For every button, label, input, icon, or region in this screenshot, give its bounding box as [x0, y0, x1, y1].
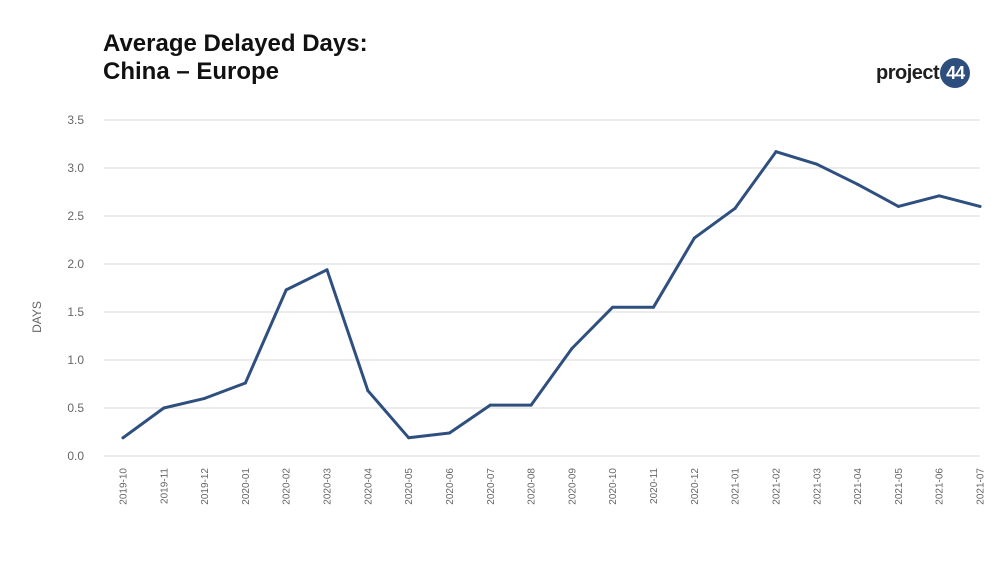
data-point	[611, 305, 615, 309]
x-tick-label: 2020-05	[404, 468, 415, 505]
x-tick-label: 2021-04	[853, 468, 864, 505]
gridlines	[104, 119, 980, 457]
x-tick-label: 2020-12	[690, 468, 701, 505]
data-point	[447, 431, 451, 435]
x-tick-label: 2020-08	[527, 468, 538, 505]
y-axis-title: DAYS	[30, 301, 44, 333]
y-tick-label: 1.5	[67, 305, 84, 319]
x-tick-label: 2021-07	[976, 468, 987, 505]
data-point	[284, 288, 288, 292]
x-tick-label: 2020-06	[445, 468, 456, 505]
data-point	[652, 305, 656, 309]
data-point	[733, 206, 737, 210]
y-tick-label: 1.0	[67, 353, 84, 367]
data-point	[529, 403, 533, 407]
x-axis-ticks: 2019-10 2019-11 2019-12 2020-01 2020-02 2020-…	[119, 468, 987, 505]
logo-badge: 44	[940, 58, 971, 88]
data-point	[366, 389, 370, 393]
x-tick-label: 2020-01	[241, 468, 252, 505]
x-tick-label: 2021-06	[935, 468, 946, 505]
series-line	[121, 150, 982, 440]
data-point	[162, 406, 166, 410]
data-point	[815, 162, 819, 166]
y-tick-label: 0.0	[67, 449, 84, 463]
x-tick-label: 2021-03	[812, 468, 823, 505]
x-tick-label: 2020-07	[486, 468, 497, 505]
y-tick-label: 3.5	[67, 113, 84, 127]
x-tick-label: 2021-05	[894, 468, 905, 505]
data-point	[570, 346, 574, 350]
data-point	[896, 204, 900, 208]
series-layer	[121, 150, 982, 440]
chart-title: Average Delayed Days: China – Europe	[103, 30, 368, 86]
data-point	[692, 236, 696, 240]
x-tick-label: 2020-04	[363, 468, 374, 505]
data-point	[774, 150, 778, 154]
data-point	[243, 381, 247, 385]
x-tick-label: 2020-09	[567, 468, 578, 505]
x-tick-label: 2020-11	[649, 468, 660, 504]
data-point	[937, 194, 941, 198]
chart-title-line-2: China – Europe	[103, 58, 280, 85]
x-tick-label: 2019-11	[159, 468, 170, 504]
y-tick-label: 0.5	[67, 401, 84, 415]
x-tick-label: 2020-02	[282, 468, 293, 505]
data-point	[407, 436, 411, 440]
data-point	[978, 204, 982, 208]
project44-logo: project 44	[876, 57, 971, 89]
chart-title-line-1: Average Delayed Days:	[103, 30, 368, 57]
data-point	[488, 403, 492, 407]
x-tick-label: 2020-10	[608, 468, 619, 505]
y-axis-ticks: 0.0 0.5 1.0 1.5 2.0 2.5 3.0 3.5	[67, 113, 84, 463]
logo-wordmark: project	[876, 61, 940, 84]
data-point	[121, 436, 125, 440]
x-tick-label: 2019-12	[200, 468, 211, 505]
y-tick-label: 2.0	[67, 257, 84, 271]
y-tick-label: 2.5	[67, 209, 84, 223]
x-tick-label: 2020-03	[323, 468, 334, 505]
x-tick-label: 2019-10	[119, 468, 130, 505]
data-point	[856, 182, 860, 186]
y-tick-label: 3.0	[67, 161, 84, 175]
data-point	[203, 396, 207, 400]
x-tick-label: 2021-02	[771, 468, 782, 505]
data-point	[325, 268, 329, 272]
x-tick-label: 2021-01	[731, 468, 742, 505]
